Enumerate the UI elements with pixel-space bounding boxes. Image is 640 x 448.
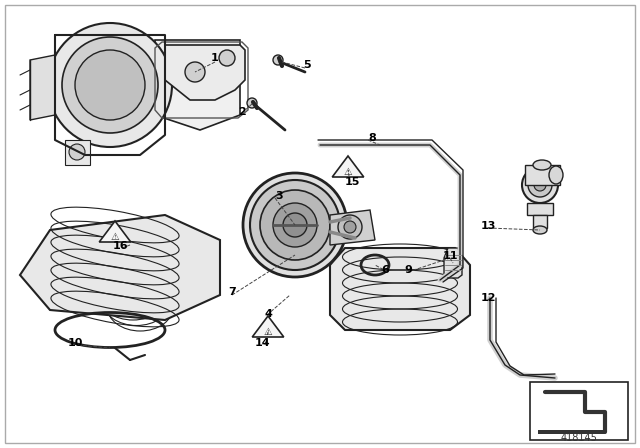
Circle shape bbox=[75, 50, 145, 120]
Polygon shape bbox=[65, 140, 90, 165]
Circle shape bbox=[260, 190, 330, 260]
Text: ⚠: ⚠ bbox=[111, 232, 120, 242]
Polygon shape bbox=[330, 210, 375, 245]
Circle shape bbox=[185, 62, 205, 82]
Polygon shape bbox=[165, 45, 245, 100]
Text: 4: 4 bbox=[264, 309, 272, 319]
Polygon shape bbox=[30, 55, 55, 120]
Text: 9: 9 bbox=[404, 265, 412, 275]
Text: 7: 7 bbox=[228, 287, 236, 297]
Text: ⚠: ⚠ bbox=[264, 327, 273, 337]
Bar bbox=[530, 382, 628, 440]
Text: 6: 6 bbox=[381, 265, 389, 275]
Text: 16: 16 bbox=[112, 241, 128, 251]
Ellipse shape bbox=[533, 226, 547, 234]
Text: 3: 3 bbox=[275, 191, 283, 201]
Polygon shape bbox=[533, 215, 547, 228]
Polygon shape bbox=[332, 156, 364, 177]
Text: 1: 1 bbox=[211, 53, 219, 63]
Circle shape bbox=[338, 215, 362, 239]
Circle shape bbox=[62, 37, 158, 133]
Circle shape bbox=[522, 167, 558, 203]
Text: 418145: 418145 bbox=[561, 433, 597, 443]
Circle shape bbox=[69, 144, 85, 160]
Circle shape bbox=[247, 98, 257, 108]
Text: ⚠: ⚠ bbox=[344, 167, 353, 177]
Circle shape bbox=[250, 180, 340, 270]
Circle shape bbox=[273, 203, 317, 247]
Text: 5: 5 bbox=[303, 60, 311, 70]
Circle shape bbox=[344, 221, 356, 233]
Polygon shape bbox=[527, 203, 553, 215]
Polygon shape bbox=[525, 165, 560, 185]
Circle shape bbox=[48, 23, 172, 147]
Polygon shape bbox=[155, 40, 240, 130]
Circle shape bbox=[243, 173, 347, 277]
Circle shape bbox=[219, 50, 235, 66]
Polygon shape bbox=[538, 430, 605, 434]
Text: 10: 10 bbox=[67, 338, 83, 348]
Polygon shape bbox=[444, 248, 462, 278]
Text: 15: 15 bbox=[344, 177, 360, 187]
Text: 8: 8 bbox=[368, 133, 376, 143]
Text: 12: 12 bbox=[480, 293, 496, 303]
Circle shape bbox=[534, 179, 546, 191]
Text: 2: 2 bbox=[238, 107, 246, 117]
Ellipse shape bbox=[533, 160, 551, 170]
Polygon shape bbox=[20, 215, 220, 320]
Ellipse shape bbox=[549, 166, 563, 184]
Text: 13: 13 bbox=[480, 221, 496, 231]
Polygon shape bbox=[99, 221, 131, 242]
Polygon shape bbox=[330, 248, 470, 330]
Circle shape bbox=[528, 173, 552, 197]
Polygon shape bbox=[252, 316, 284, 337]
Text: 14: 14 bbox=[255, 338, 271, 348]
Circle shape bbox=[283, 213, 307, 237]
Circle shape bbox=[273, 55, 283, 65]
Text: 11: 11 bbox=[442, 251, 458, 261]
